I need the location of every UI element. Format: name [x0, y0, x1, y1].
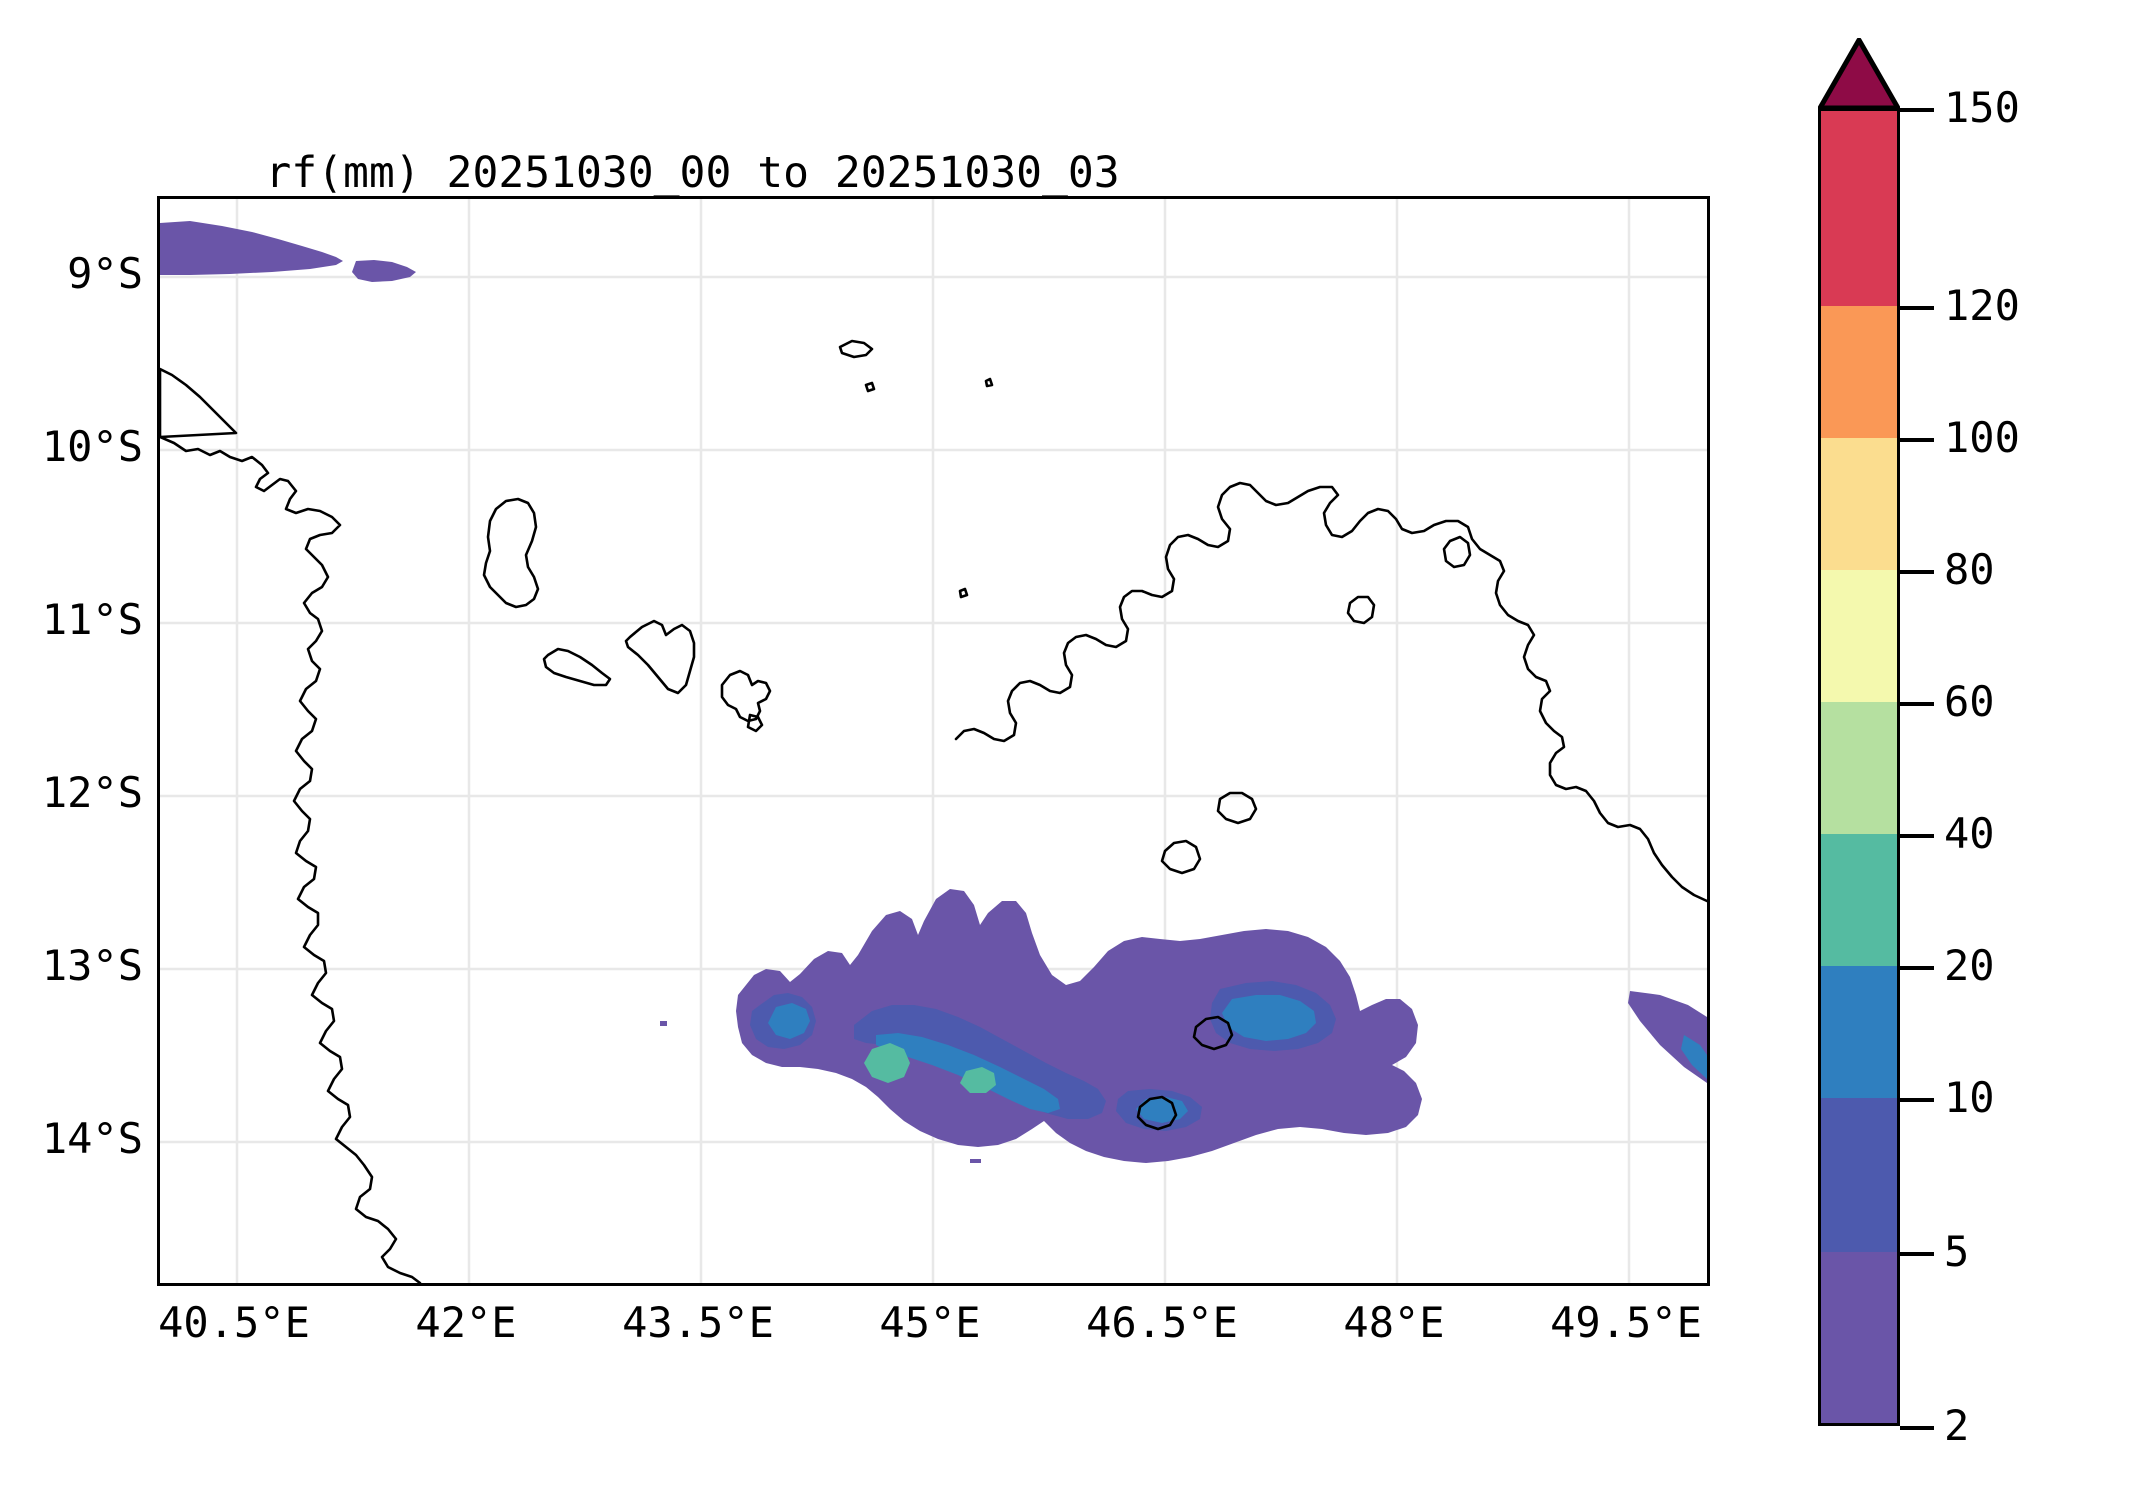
colorbar-band-5-10	[1818, 1098, 1900, 1252]
colorbar-label-60: 60	[1944, 677, 1995, 726]
colorbar-label-120: 120	[1944, 281, 2020, 330]
colorbar-band-60-80	[1818, 570, 1900, 702]
precip-northwest-patch	[160, 221, 416, 282]
title-line-1: rf(mm) 20251030_00 to 20251030_03	[265, 148, 1120, 198]
ytick-label-13S: 13°S	[41, 941, 143, 990]
ytick-label-9S: 9°S	[67, 249, 143, 298]
colorbar-label-150: 150	[1944, 83, 2020, 132]
ytick-label-10S: 10°S	[41, 422, 143, 471]
coastline-mozambique	[160, 435, 422, 1283]
ytick-label-12S: 12°S	[41, 768, 143, 817]
map-svg	[160, 199, 1707, 1283]
xtick-label-40-5E: 40.5°E	[158, 1298, 310, 1347]
colorbar-label-40: 40	[1944, 809, 1995, 858]
colorbar-band-20-40	[1818, 834, 1900, 966]
coastline-islets-north	[838, 339, 874, 359]
colorbar-band-10-20	[1818, 966, 1900, 1098]
colorbar-band-40-60	[1818, 702, 1900, 834]
colorbar-ticks: 150 120 100 80 60 40 20 10 5 2	[1900, 0, 2140, 1500]
coastline-madagascar	[954, 481, 1707, 903]
colorbar-label-2: 2	[1944, 1401, 1970, 1450]
map-axes[interactable]	[157, 196, 1710, 1286]
colorbar-label-80: 80	[1944, 545, 1995, 594]
coastline-mayotte	[720, 669, 772, 723]
coastline-moheli	[542, 647, 612, 687]
colorbar-label-20: 20	[1944, 941, 1995, 990]
xtick-label-45E: 45°E	[879, 1298, 981, 1347]
xtick-label-46-5E: 46.5°E	[1086, 1298, 1238, 1347]
latitude-tick-labels: 9°S 10°S 11°S 12°S 13°S 14°S	[0, 196, 143, 1286]
colorbar-label-100: 100	[1944, 413, 2020, 462]
precip-southeast-streak	[1628, 991, 1707, 1083]
xtick-label-49-5E: 49.5°E	[1550, 1298, 1702, 1347]
coastlines	[160, 339, 1707, 1283]
colorbar-extend-arrow	[1818, 38, 1900, 110]
coastline-anjouan	[624, 619, 696, 695]
colorbar[interactable]	[1818, 108, 1900, 1426]
colorbar-band-2-5	[1818, 1252, 1900, 1426]
xtick-label-43-5E: 43.5°E	[622, 1298, 774, 1347]
colorbar-label-5: 5	[1944, 1227, 1970, 1276]
longitude-tick-labels: 40.5°E 42°E 43.5°E 45°E 46.5°E 48°E 49.5…	[157, 1302, 1710, 1362]
precip-speckles	[660, 1021, 1335, 1163]
xtick-label-48E: 48°E	[1343, 1298, 1445, 1347]
ytick-label-11S: 11°S	[41, 595, 143, 644]
colorbar-band-80-100	[1818, 438, 1900, 570]
ytick-label-14S: 14°S	[41, 1114, 143, 1163]
xtick-label-42E: 42°E	[415, 1298, 517, 1347]
colorbar-label-10: 10	[1944, 1073, 1995, 1122]
gridlines	[160, 199, 1707, 1283]
coastline-grande-comore	[482, 497, 540, 609]
colorbar-band-120-150	[1818, 108, 1900, 306]
colorbar-band-100-120	[1818, 306, 1900, 438]
precip-main-band	[736, 889, 1422, 1163]
